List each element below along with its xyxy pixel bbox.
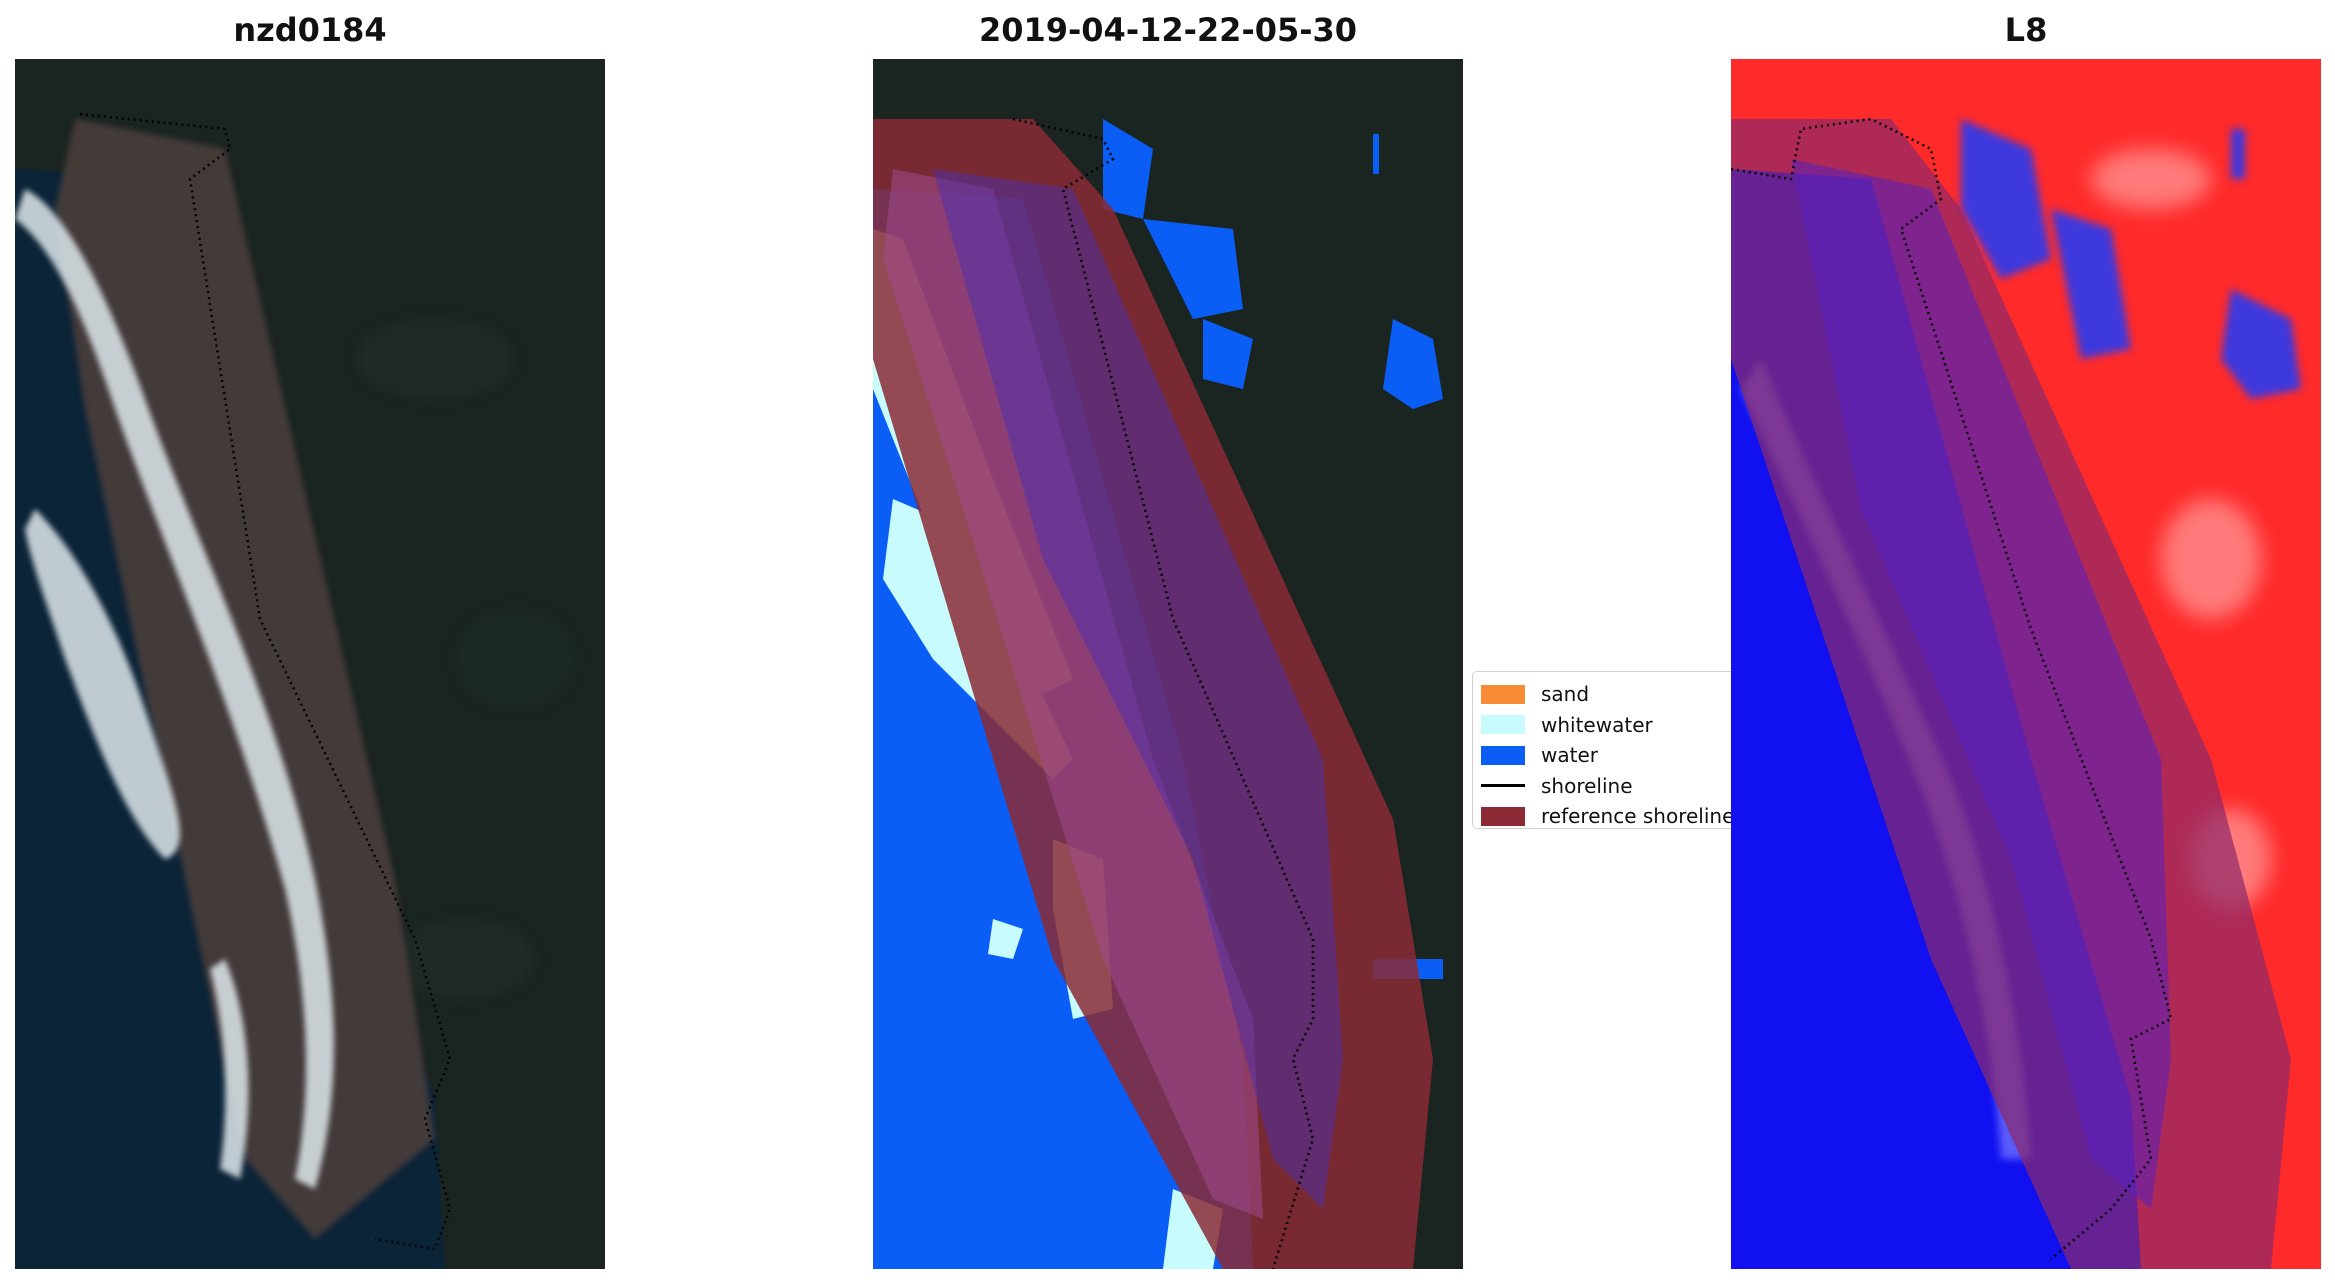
legend-label: whitewater xyxy=(1541,712,1653,737)
surf-zone xyxy=(15,189,334,1189)
panel-title-index: L8 xyxy=(2004,11,2048,49)
shoreline-swatch xyxy=(1481,784,1525,788)
index-map xyxy=(1731,59,2321,1269)
legend-label: reference shoreline xyxy=(1541,804,1731,829)
inland-low-index-patches xyxy=(1961,119,2301,399)
legend-item-reference-shoreline: reference shoreline xyxy=(1477,801,1731,829)
rgb-image xyxy=(15,59,605,1269)
classified-image-panel xyxy=(873,59,1463,1269)
inland-water-patches xyxy=(1103,119,1443,979)
panel-title-rgb: nzd0184 xyxy=(233,11,387,49)
legend-label: shoreline xyxy=(1541,773,1633,798)
index-map-panel xyxy=(1731,59,2321,1269)
overlap-tint xyxy=(1791,159,2171,1209)
reference-shoreline-swatch xyxy=(1481,806,1525,826)
classified-image xyxy=(873,59,1463,1269)
shoreline-line xyxy=(1012,117,1315,1269)
overlap-tint xyxy=(933,169,1343,1209)
legend-item-sand: sand xyxy=(1477,679,1731,710)
legend-item-whitewater: whitewater xyxy=(1477,710,1731,741)
shoreline-line xyxy=(1731,117,2173,1260)
panel-title-classified: 2019-04-12-22-05-30 xyxy=(978,11,1358,49)
legend: sand whitewater water shoreline referenc… xyxy=(1472,671,1731,829)
legend-item-water: water xyxy=(1477,740,1731,771)
rgb-image-panel xyxy=(15,59,605,1269)
sand-swatch xyxy=(1481,684,1525,704)
water-swatch xyxy=(1481,745,1525,765)
legend-item-shoreline: shoreline xyxy=(1477,771,1731,802)
legend-label: water xyxy=(1541,743,1598,768)
shoreline-line xyxy=(79,112,452,1251)
whitewater-swatch xyxy=(1481,715,1525,735)
sand-class-tint xyxy=(883,169,1263,1219)
legend-label: sand xyxy=(1541,682,1590,707)
